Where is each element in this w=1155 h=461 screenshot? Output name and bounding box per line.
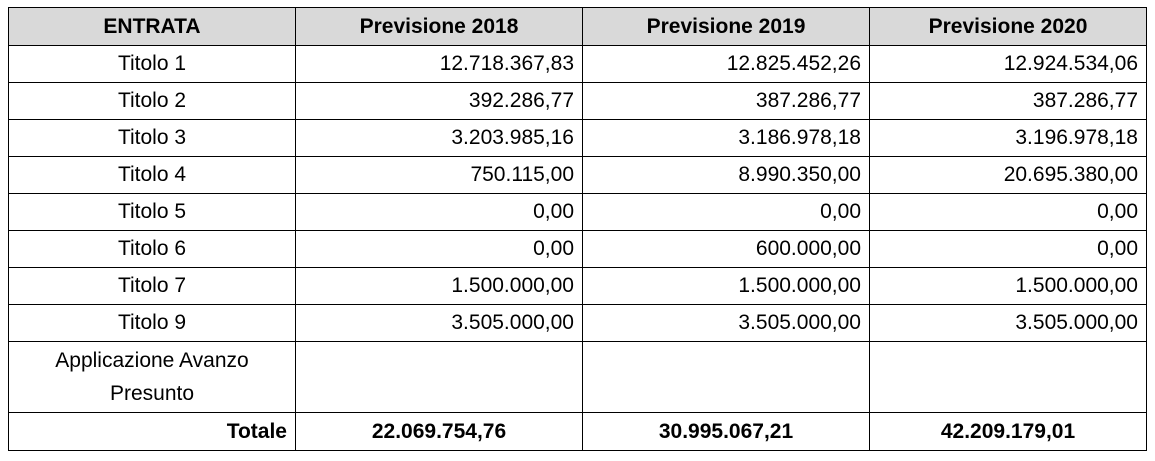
table-row: Titolo 3 3.203.985,16 3.186.978,18 3.196… — [8, 119, 1147, 157]
header-previsione-2020: Previsione 2020 — [869, 7, 1147, 46]
entrata-table: ENTRATA Previsione 2018 Previsione 2019 … — [8, 7, 1147, 451]
table-row: Titolo 1 12.718.367,83 12.825.452,26 12.… — [8, 45, 1147, 83]
total-2020: 42.209.179,01 — [869, 412, 1147, 451]
row-label: Titolo 5 — [8, 193, 296, 231]
cell-2020: 3.196.978,18 — [869, 119, 1147, 157]
row-label: Titolo 2 — [8, 82, 296, 120]
cell-2018 — [295, 341, 583, 413]
row-label: Titolo 6 — [8, 230, 296, 268]
cell-2018: 3.203.985,16 — [295, 119, 583, 157]
row-label: Applicazione Avanzo Presunto — [8, 341, 296, 413]
table-row: Titolo 4 750.115,00 8.990.350,00 20.695.… — [8, 156, 1147, 194]
row-label: Titolo 4 — [8, 156, 296, 194]
cell-2020 — [869, 341, 1147, 413]
cell-2019: 600.000,00 — [582, 230, 870, 268]
cell-2020: 387.286,77 — [869, 82, 1147, 120]
cell-2019: 8.990.350,00 — [582, 156, 870, 194]
row-label: Titolo 7 — [8, 267, 296, 305]
cell-2018: 392.286,77 — [295, 82, 583, 120]
cell-2019: 387.286,77 — [582, 82, 870, 120]
cell-2018: 12.718.367,83 — [295, 45, 583, 83]
header-previsione-2018: Previsione 2018 — [295, 7, 583, 46]
cell-2020: 20.695.380,00 — [869, 156, 1147, 194]
cell-2018: 750.115,00 — [295, 156, 583, 194]
cell-2020: 0,00 — [869, 193, 1147, 231]
table-row: Applicazione Avanzo Presunto — [8, 341, 1147, 413]
cell-2019: 3.186.978,18 — [582, 119, 870, 157]
table-row: Titolo 7 1.500.000,00 1.500.000,00 1.500… — [8, 267, 1147, 305]
table-row: Titolo 2 392.286,77 387.286,77 387.286,7… — [8, 82, 1147, 120]
total-2018: 22.069.754,76 — [295, 412, 583, 451]
cell-2019: 1.500.000,00 — [582, 267, 870, 305]
cell-2018: 1.500.000,00 — [295, 267, 583, 305]
total-2019: 30.995.067,21 — [582, 412, 870, 451]
cell-2018: 3.505.000,00 — [295, 304, 583, 342]
cell-2019 — [582, 341, 870, 413]
header-entrata: ENTRATA — [8, 7, 296, 46]
header-previsione-2019: Previsione 2019 — [582, 7, 870, 46]
cell-2019: 0,00 — [582, 193, 870, 231]
cell-2020: 12.924.534,06 — [869, 45, 1147, 83]
cell-2019: 12.825.452,26 — [582, 45, 870, 83]
total-row: Totale 22.069.754,76 30.995.067,21 42.20… — [8, 412, 1147, 451]
cell-2020: 3.505.000,00 — [869, 304, 1147, 342]
row-label: Titolo 3 — [8, 119, 296, 157]
cell-2019: 3.505.000,00 — [582, 304, 870, 342]
row-label: Titolo 1 — [8, 45, 296, 83]
table-row: Titolo 6 0,00 600.000,00 0,00 — [8, 230, 1147, 268]
row-label: Titolo 9 — [8, 304, 296, 342]
table-row: Titolo 5 0,00 0,00 0,00 — [8, 193, 1147, 231]
cell-2018: 0,00 — [295, 193, 583, 231]
cell-2020: 0,00 — [869, 230, 1147, 268]
header-row: ENTRATA Previsione 2018 Previsione 2019 … — [8, 7, 1147, 46]
cell-2020: 1.500.000,00 — [869, 267, 1147, 305]
total-label: Totale — [8, 412, 296, 451]
cell-2018: 0,00 — [295, 230, 583, 268]
table-row: Titolo 9 3.505.000,00 3.505.000,00 3.505… — [8, 304, 1147, 342]
